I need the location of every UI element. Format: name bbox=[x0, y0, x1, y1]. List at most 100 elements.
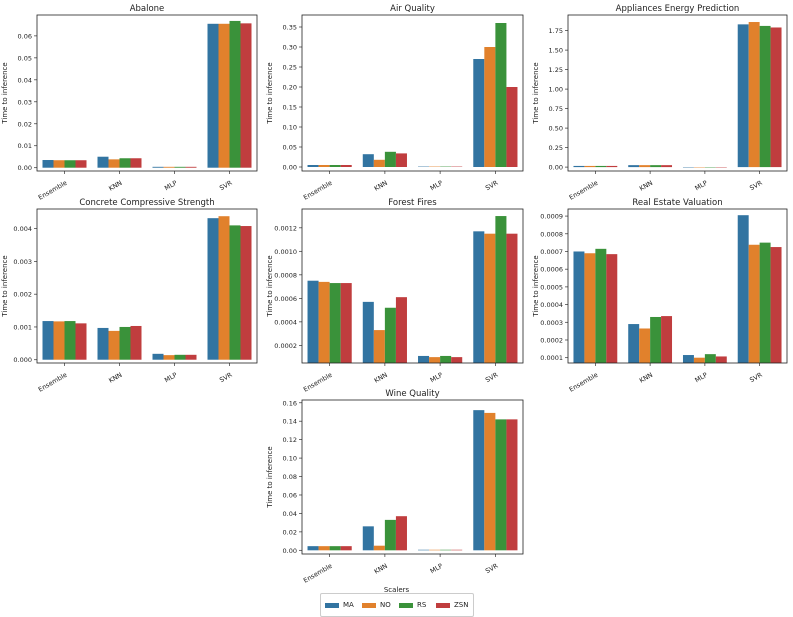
x-tick-label-ensemble: Ensemble bbox=[568, 371, 600, 394]
legend-label-ma: MA bbox=[343, 601, 354, 609]
bar-knn-rs bbox=[384, 151, 396, 167]
bar-knn-no bbox=[108, 330, 120, 360]
y-tick-label: 1.00 bbox=[549, 86, 563, 94]
y-tick-label: 0.15 bbox=[283, 104, 297, 112]
y-tick-label: 0.06 bbox=[283, 491, 297, 499]
y-tick-label: 0.0012 bbox=[274, 224, 297, 232]
bar-ensemble-no bbox=[584, 165, 596, 168]
bar-svr-rs bbox=[759, 25, 771, 168]
bar-svr-ma bbox=[473, 410, 485, 551]
chart-title: Abalone bbox=[130, 4, 165, 14]
y-tick-label: 0.03 bbox=[18, 98, 32, 106]
bar-svr-no bbox=[484, 412, 496, 551]
bar-svr-ma bbox=[473, 59, 485, 167]
bar-mlp-zsn bbox=[451, 357, 463, 363]
x-tick-label-svr: SVR bbox=[484, 179, 500, 193]
x-tick-label-knn: KNN bbox=[638, 179, 654, 193]
x-tick-label-ensemble: Ensemble bbox=[302, 179, 334, 202]
bar-knn-ma bbox=[97, 327, 109, 360]
bar-svr-ma bbox=[473, 231, 485, 363]
legend-item-no: NO bbox=[362, 601, 399, 609]
y-tick-label: 0.04 bbox=[18, 76, 32, 84]
bar-ensemble-zsn bbox=[340, 283, 352, 363]
bar-mlp-no bbox=[163, 166, 175, 168]
bar-ensemble-rs bbox=[64, 160, 76, 168]
bar-knn-zsn bbox=[395, 153, 407, 167]
y-axis-label: Time to inference bbox=[532, 255, 540, 317]
plot-frame bbox=[301, 399, 524, 555]
plot-frame bbox=[36, 208, 258, 364]
x-tick-label-mlp: MLP bbox=[693, 179, 708, 193]
y-tick-label: 0.00 bbox=[18, 164, 32, 172]
y-tick-label: 0.000 bbox=[13, 356, 32, 364]
y-tick-label: 0.0002 bbox=[274, 342, 297, 350]
bar-mlp-zsn bbox=[715, 356, 727, 363]
y-tick-label: 0.00 bbox=[549, 164, 563, 172]
bar-ensemble-rs bbox=[595, 248, 607, 363]
y-tick-label: 0.00 bbox=[283, 164, 297, 172]
x-tick-label-mlp: MLP bbox=[429, 371, 444, 385]
x-tick-label-svr: SVR bbox=[484, 562, 500, 576]
bar-mlp-zsn bbox=[185, 354, 197, 360]
y-tick-label: 0.001 bbox=[13, 323, 32, 331]
bar-mlp-rs bbox=[174, 354, 186, 360]
y-tick-label: 0.10 bbox=[283, 124, 297, 132]
bar-mlp-no bbox=[693, 357, 705, 363]
bar-svr-zsn bbox=[240, 23, 252, 168]
plot-frame bbox=[567, 14, 788, 172]
bar-knn-ma bbox=[362, 526, 374, 551]
y-tick-label: 0.0005 bbox=[540, 283, 563, 291]
legend-item-rs: RS bbox=[399, 601, 436, 609]
bar-knn-rs bbox=[384, 519, 396, 551]
y-axis-label: Time to inference bbox=[266, 62, 274, 124]
x-tick-label-knn: KNN bbox=[373, 371, 389, 385]
legend-label-rs: RS bbox=[417, 601, 427, 609]
y-tick-label: 0.25 bbox=[283, 64, 297, 72]
chart-wine-quality: Wine Quality 0.00 0.02 0.04 0.06 0.08 0.10 0.12… bbox=[266, 389, 524, 585]
bar-svr-zsn bbox=[770, 27, 782, 168]
x-tick-label-knn: KNN bbox=[638, 371, 654, 385]
bar-ensemble-rs bbox=[329, 546, 341, 551]
bar-mlp-no bbox=[429, 549, 441, 551]
y-axis-label: Time to inference bbox=[532, 62, 540, 124]
y-tick-label: 1.50 bbox=[549, 47, 563, 55]
legend-label-no: NO bbox=[380, 601, 391, 609]
x-tick-label-knn: KNN bbox=[373, 562, 389, 576]
bar-mlp-ma bbox=[682, 355, 694, 363]
y-tick-label: 0.0006 bbox=[274, 295, 297, 303]
legend-label-zsn: ZSN bbox=[454, 601, 469, 609]
bar-ensemble-ma bbox=[307, 280, 319, 363]
y-axis-label: Time to inference bbox=[1, 62, 9, 124]
bar-svr-zsn bbox=[506, 419, 518, 551]
bar-ensemble-ma bbox=[573, 165, 585, 168]
bar-ensemble-rs bbox=[595, 165, 607, 168]
y-tick-label: 1.75 bbox=[549, 27, 563, 35]
chart-abalone: Abalone 0.00 0.01 0.02 0.03 0.04 0.05 0.06 Time … bbox=[1, 4, 258, 202]
x-tick-label-ensemble: Ensemble bbox=[302, 371, 334, 394]
y-tick-label: 0.35 bbox=[283, 24, 297, 32]
bar-ensemble-ma bbox=[307, 546, 319, 551]
chart-forest-fires: Forest Fires 0.0002 0.0004 0.0006 0.0008 0.00… bbox=[266, 198, 524, 394]
x-tick-label-svr: SVR bbox=[748, 371, 764, 385]
y-tick-label: 0.75 bbox=[549, 105, 563, 113]
x-tick-label-svr: SVR bbox=[218, 179, 234, 193]
y-tick-label: 0.12 bbox=[283, 436, 297, 444]
y-tick-label: 0.0010 bbox=[274, 248, 297, 256]
plot-frame bbox=[301, 208, 524, 364]
chart-appliances-energy-prediction: Appliances Energy Prediction 0.00 0.25 0.50… bbox=[532, 4, 788, 202]
bar-svr-no bbox=[748, 22, 760, 168]
y-tick-label: 0.50 bbox=[549, 125, 563, 133]
y-tick-label: 0.0007 bbox=[540, 248, 563, 256]
y-tick-label: 0.14 bbox=[283, 418, 297, 426]
y-tick-label: 0.02 bbox=[283, 528, 297, 536]
bar-knn-zsn bbox=[661, 165, 673, 168]
bar-ensemble-zsn bbox=[606, 254, 618, 363]
bar-svr-zsn bbox=[506, 87, 518, 167]
x-tick-label-knn: KNN bbox=[107, 179, 123, 193]
x-tick-label-ensemble: Ensemble bbox=[302, 562, 334, 585]
chart-concrete-compressive-strength: Concrete Compressive Strength 0.000 0.001 0… bbox=[1, 198, 258, 394]
bar-knn-rs bbox=[119, 326, 131, 360]
x-tick-label-knn: KNN bbox=[373, 179, 389, 193]
chart-title: Forest Fires bbox=[388, 198, 437, 208]
bar-knn-no bbox=[639, 165, 651, 168]
